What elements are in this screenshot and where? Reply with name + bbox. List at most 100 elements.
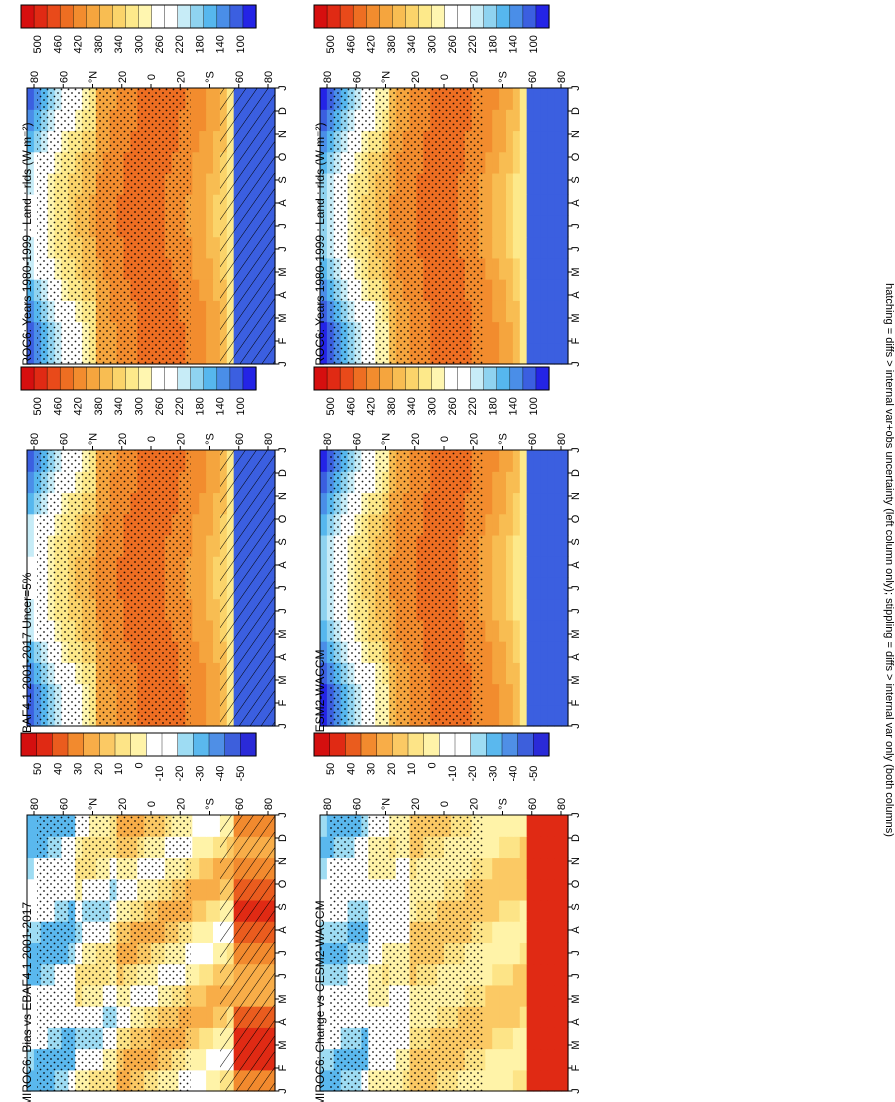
- heatmap-cell: [199, 556, 207, 578]
- heatmap-cell: [547, 236, 555, 259]
- month-tick-label: J: [277, 973, 289, 979]
- heatmap-cell: [554, 815, 562, 837]
- heatmap-cell: [199, 492, 207, 515]
- heatmap-cell: [547, 492, 555, 515]
- heatmap-cell: [27, 194, 35, 216]
- colorbar-swatch: [73, 4, 87, 29]
- heatmap-cell: [199, 921, 207, 943]
- heatmap-cell: [499, 257, 507, 280]
- hatching-overlay: [220, 88, 275, 364]
- colorbar-swatch: [208, 732, 226, 757]
- heatmap-cell: [27, 704, 35, 727]
- colorbar-tick-label: 300: [427, 397, 439, 415]
- colorbar-tick-label: 300: [134, 397, 146, 415]
- colorbar-swatch: [161, 732, 179, 757]
- heatmap-cell: [213, 984, 221, 1007]
- month-tick-label: D: [570, 107, 582, 115]
- heatmap-cell: [561, 942, 569, 965]
- colorbar-swatch: [33, 366, 48, 391]
- colorbar-tick-label: -50: [235, 766, 247, 782]
- stippling-overlay: [37, 815, 191, 1091]
- heatmap-cell: [533, 1027, 542, 1050]
- heatmap-cell: [192, 815, 200, 837]
- lat-tick-label: °S: [205, 71, 217, 83]
- heatmap-cell: [561, 513, 569, 536]
- heatmap-cell: [506, 704, 514, 727]
- lat-tick-label: 20: [175, 71, 187, 83]
- colorbar-swatch: [407, 732, 425, 757]
- colorbar-tick-label: 30: [73, 763, 85, 775]
- heatmap-cell: [199, 257, 207, 280]
- colorbar-swatch: [114, 732, 132, 757]
- colorbar-tick-label: 300: [427, 35, 439, 53]
- heatmap-cell: [512, 130, 521, 153]
- heatmap-cell: [485, 942, 493, 965]
- month-tick-label: F: [277, 1064, 289, 1071]
- heatmap-cell: [506, 641, 514, 663]
- heatmap-cell: [192, 963, 200, 986]
- month-tick-label: J: [277, 1088, 289, 1094]
- heatmap-cell: [554, 641, 562, 663]
- colorbar-tick-label: 20: [93, 763, 105, 775]
- colorbar-swatch: [86, 366, 100, 391]
- heatmap-cell: [519, 194, 528, 216]
- heatmap-cell: [533, 215, 542, 238]
- lat-tick-label: 60: [234, 433, 246, 445]
- heatmap-cell: [554, 300, 562, 323]
- colorbar-swatch: [216, 366, 231, 391]
- heatmap-cell: [27, 450, 35, 472]
- month-tick-label: J: [570, 223, 582, 229]
- heatmap-cell: [199, 321, 207, 344]
- heatmap-cell: [547, 577, 555, 600]
- heatmap-cell: [320, 963, 328, 986]
- heatmap-cell: [27, 577, 35, 600]
- heatmap-cell: [540, 1048, 548, 1071]
- heatmap-cell: [540, 815, 548, 837]
- heatmap-cell: [206, 704, 214, 727]
- heatmap-cell: [499, 279, 507, 301]
- colorbar-swatch: [509, 4, 524, 29]
- colorbar-tick-label: -10: [447, 766, 459, 782]
- heatmap-cell: [526, 300, 535, 323]
- heatmap-cell: [554, 450, 562, 472]
- heatmap-cell: [540, 1027, 548, 1050]
- month-tick-label: O: [570, 879, 582, 888]
- heatmap-cell: [492, 963, 500, 986]
- colorbar-swatch: [242, 4, 257, 29]
- month-tick-label: J: [277, 361, 289, 367]
- colorbar-swatch: [112, 4, 127, 29]
- colorbar-tick-label: -10: [154, 766, 166, 782]
- colorbar-swatch: [224, 732, 241, 757]
- heatmap-cell: [547, 534, 555, 557]
- heatmap-cell: [199, 130, 207, 153]
- colorbar-swatch: [326, 366, 341, 391]
- heatmap-cell: [192, 662, 200, 685]
- heatmap-cell: [499, 619, 507, 642]
- heatmap-cell: [526, 88, 535, 110]
- heatmap-cell: [192, 857, 200, 880]
- heatmap-cell: [199, 88, 207, 110]
- month-tick-label: J: [570, 85, 582, 91]
- heatmap-cell: [213, 534, 221, 557]
- heatmap-cell: [206, 577, 214, 600]
- heatmap-cell: [206, 450, 214, 472]
- heatmap-cell: [213, 878, 221, 901]
- heatmap-cell: [213, 1027, 221, 1050]
- heatmap-cell: [533, 1069, 542, 1092]
- heatmap-cell: [320, 236, 328, 259]
- heatmap-cell: [320, 300, 328, 323]
- heatmap-cell: [320, 1048, 328, 1071]
- heatmap-cell: [554, 321, 562, 344]
- heatmap-cell: [526, 556, 535, 578]
- month-tick-label: J: [570, 973, 582, 979]
- heatmap-cell: [547, 662, 555, 685]
- heatmap-cell: [533, 88, 542, 110]
- heatmap-cell: [533, 1048, 542, 1071]
- heatmap-cell: [526, 492, 535, 515]
- heatmap-cell: [320, 815, 328, 837]
- colorbar-tick-label: 30: [366, 763, 378, 775]
- heatmap-cell: [519, 172, 528, 195]
- heatmap-cell: [499, 215, 507, 238]
- heatmap-cell: [499, 815, 507, 837]
